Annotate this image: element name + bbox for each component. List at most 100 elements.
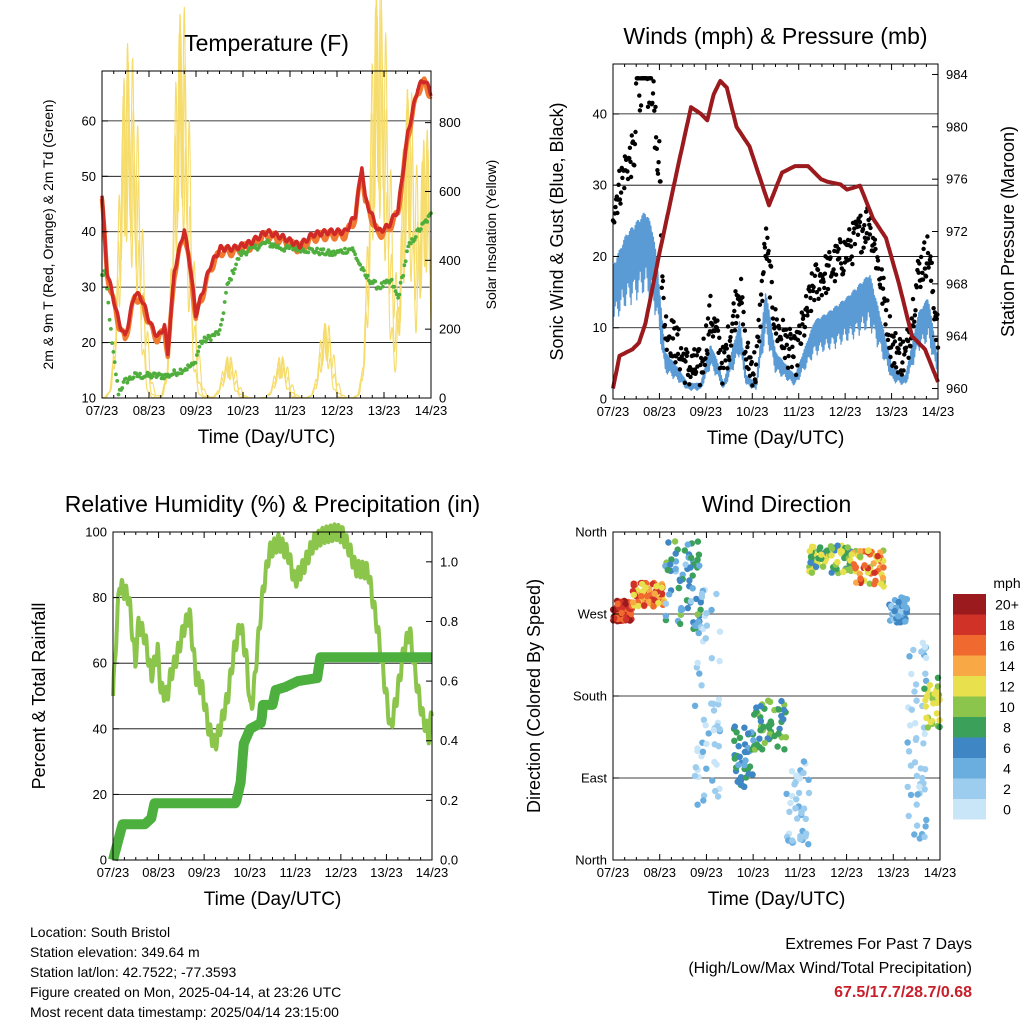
y-axis-label: Sonic Wind & Gust (Blue, Black) [547, 102, 567, 360]
dewpoint-point [419, 227, 423, 232]
direction-point [694, 538, 702, 545]
direction-point [695, 551, 703, 558]
gust-point [736, 294, 741, 299]
direction-point [834, 558, 841, 566]
direction-point [931, 690, 938, 697]
direction-point [778, 712, 785, 720]
gust-point [697, 382, 703, 388]
gust-point [677, 367, 683, 372]
gust-point [893, 331, 898, 336]
gust-point [900, 339, 906, 344]
direction-point [900, 602, 907, 609]
gust-point [651, 79, 656, 84]
x-tick-label: 08/23 [133, 403, 166, 418]
legend-swatch [953, 696, 986, 717]
gust-point [814, 290, 819, 295]
gust-point [797, 330, 803, 336]
gust-point [767, 258, 772, 264]
direction-point [778, 697, 785, 705]
gust-point [733, 321, 739, 326]
direction-point [642, 584, 649, 591]
dewpoint-point [224, 290, 228, 295]
direction-point [921, 730, 928, 738]
gust-point [758, 324, 763, 329]
gust-point [805, 313, 810, 318]
gust-point [812, 297, 817, 303]
gust-point [827, 250, 832, 255]
gust-point [738, 276, 744, 282]
y-tick-label: 0 [600, 392, 607, 407]
gust-point [914, 285, 919, 290]
direction-point [645, 598, 652, 605]
y-right-tick-label: 980 [946, 119, 968, 134]
gust-point [760, 298, 765, 304]
gust-point [721, 365, 726, 371]
elevation-text: Station elevation: 349.64 m [30, 944, 200, 960]
direction-point [630, 580, 637, 587]
legend-swatch [953, 737, 986, 758]
direction-point [808, 569, 816, 576]
direction-point [713, 590, 720, 598]
direction-point [871, 580, 878, 588]
direction-point [709, 777, 716, 784]
direction-point [638, 593, 645, 600]
dewpoint-point [351, 249, 356, 254]
solar-insolation-line [101, 0, 432, 399]
y-right-tick-label: 0 [439, 391, 446, 406]
gust-point [802, 333, 807, 338]
direction-point [710, 707, 718, 714]
direction-point [895, 598, 902, 606]
direction-point [684, 541, 691, 548]
gust-point [826, 263, 831, 268]
direction-point [716, 628, 724, 635]
gust-point [773, 331, 779, 336]
direction-point [736, 753, 743, 760]
temperature-chart: 07/23 08/23 09/23 10/23 11/23 12/23 13/23 14/23… [40, 0, 499, 448]
direction-point [856, 553, 864, 560]
gust-point [873, 246, 878, 252]
gust-point [899, 372, 904, 377]
x-tick-label: 10/23 [736, 404, 769, 419]
legend-label: 12 [999, 678, 1015, 694]
dewpoint-point [217, 328, 222, 332]
direction-point [672, 550, 679, 557]
gust-point [809, 271, 814, 276]
gust-point [629, 133, 634, 138]
gust-point [850, 261, 855, 267]
x-tick-label: 13/23 [368, 403, 401, 418]
gust-point [730, 321, 735, 326]
gust-point [813, 262, 819, 267]
chart-title: Temperature (F) [184, 30, 349, 56]
x-tick-label: 14/23 [924, 865, 957, 880]
direction-point [834, 542, 841, 549]
x-tick-label: 09/23 [180, 403, 213, 418]
gust-point [742, 328, 748, 333]
legend-label: 18 [999, 617, 1015, 633]
direction-point [679, 571, 686, 578]
gust-point [731, 301, 736, 306]
dewpoint-point [396, 295, 400, 300]
direction-point [902, 618, 909, 625]
gust-point [782, 355, 788, 361]
gust-point [741, 309, 746, 315]
direction-point [933, 710, 941, 717]
gust-point [852, 241, 858, 247]
direction-point [703, 610, 710, 617]
gust-point [720, 381, 725, 386]
gust-point [691, 353, 696, 358]
direction-point [910, 646, 917, 654]
gust-point [875, 258, 881, 263]
gust-point [681, 351, 686, 356]
gust-point [652, 108, 657, 113]
gust-point [685, 350, 690, 355]
gust-point [671, 319, 676, 324]
y-tick-label: North [575, 853, 607, 868]
y-tick-label: 50 [82, 169, 96, 184]
gust-point [808, 295, 813, 301]
direction-point [618, 609, 625, 617]
direction-point [903, 596, 911, 603]
direction-point [692, 764, 699, 771]
x-axis-label: Time (Day/UTC) [198, 427, 336, 448]
gust-point [867, 232, 873, 237]
chart-title: Wind Direction [702, 491, 852, 517]
